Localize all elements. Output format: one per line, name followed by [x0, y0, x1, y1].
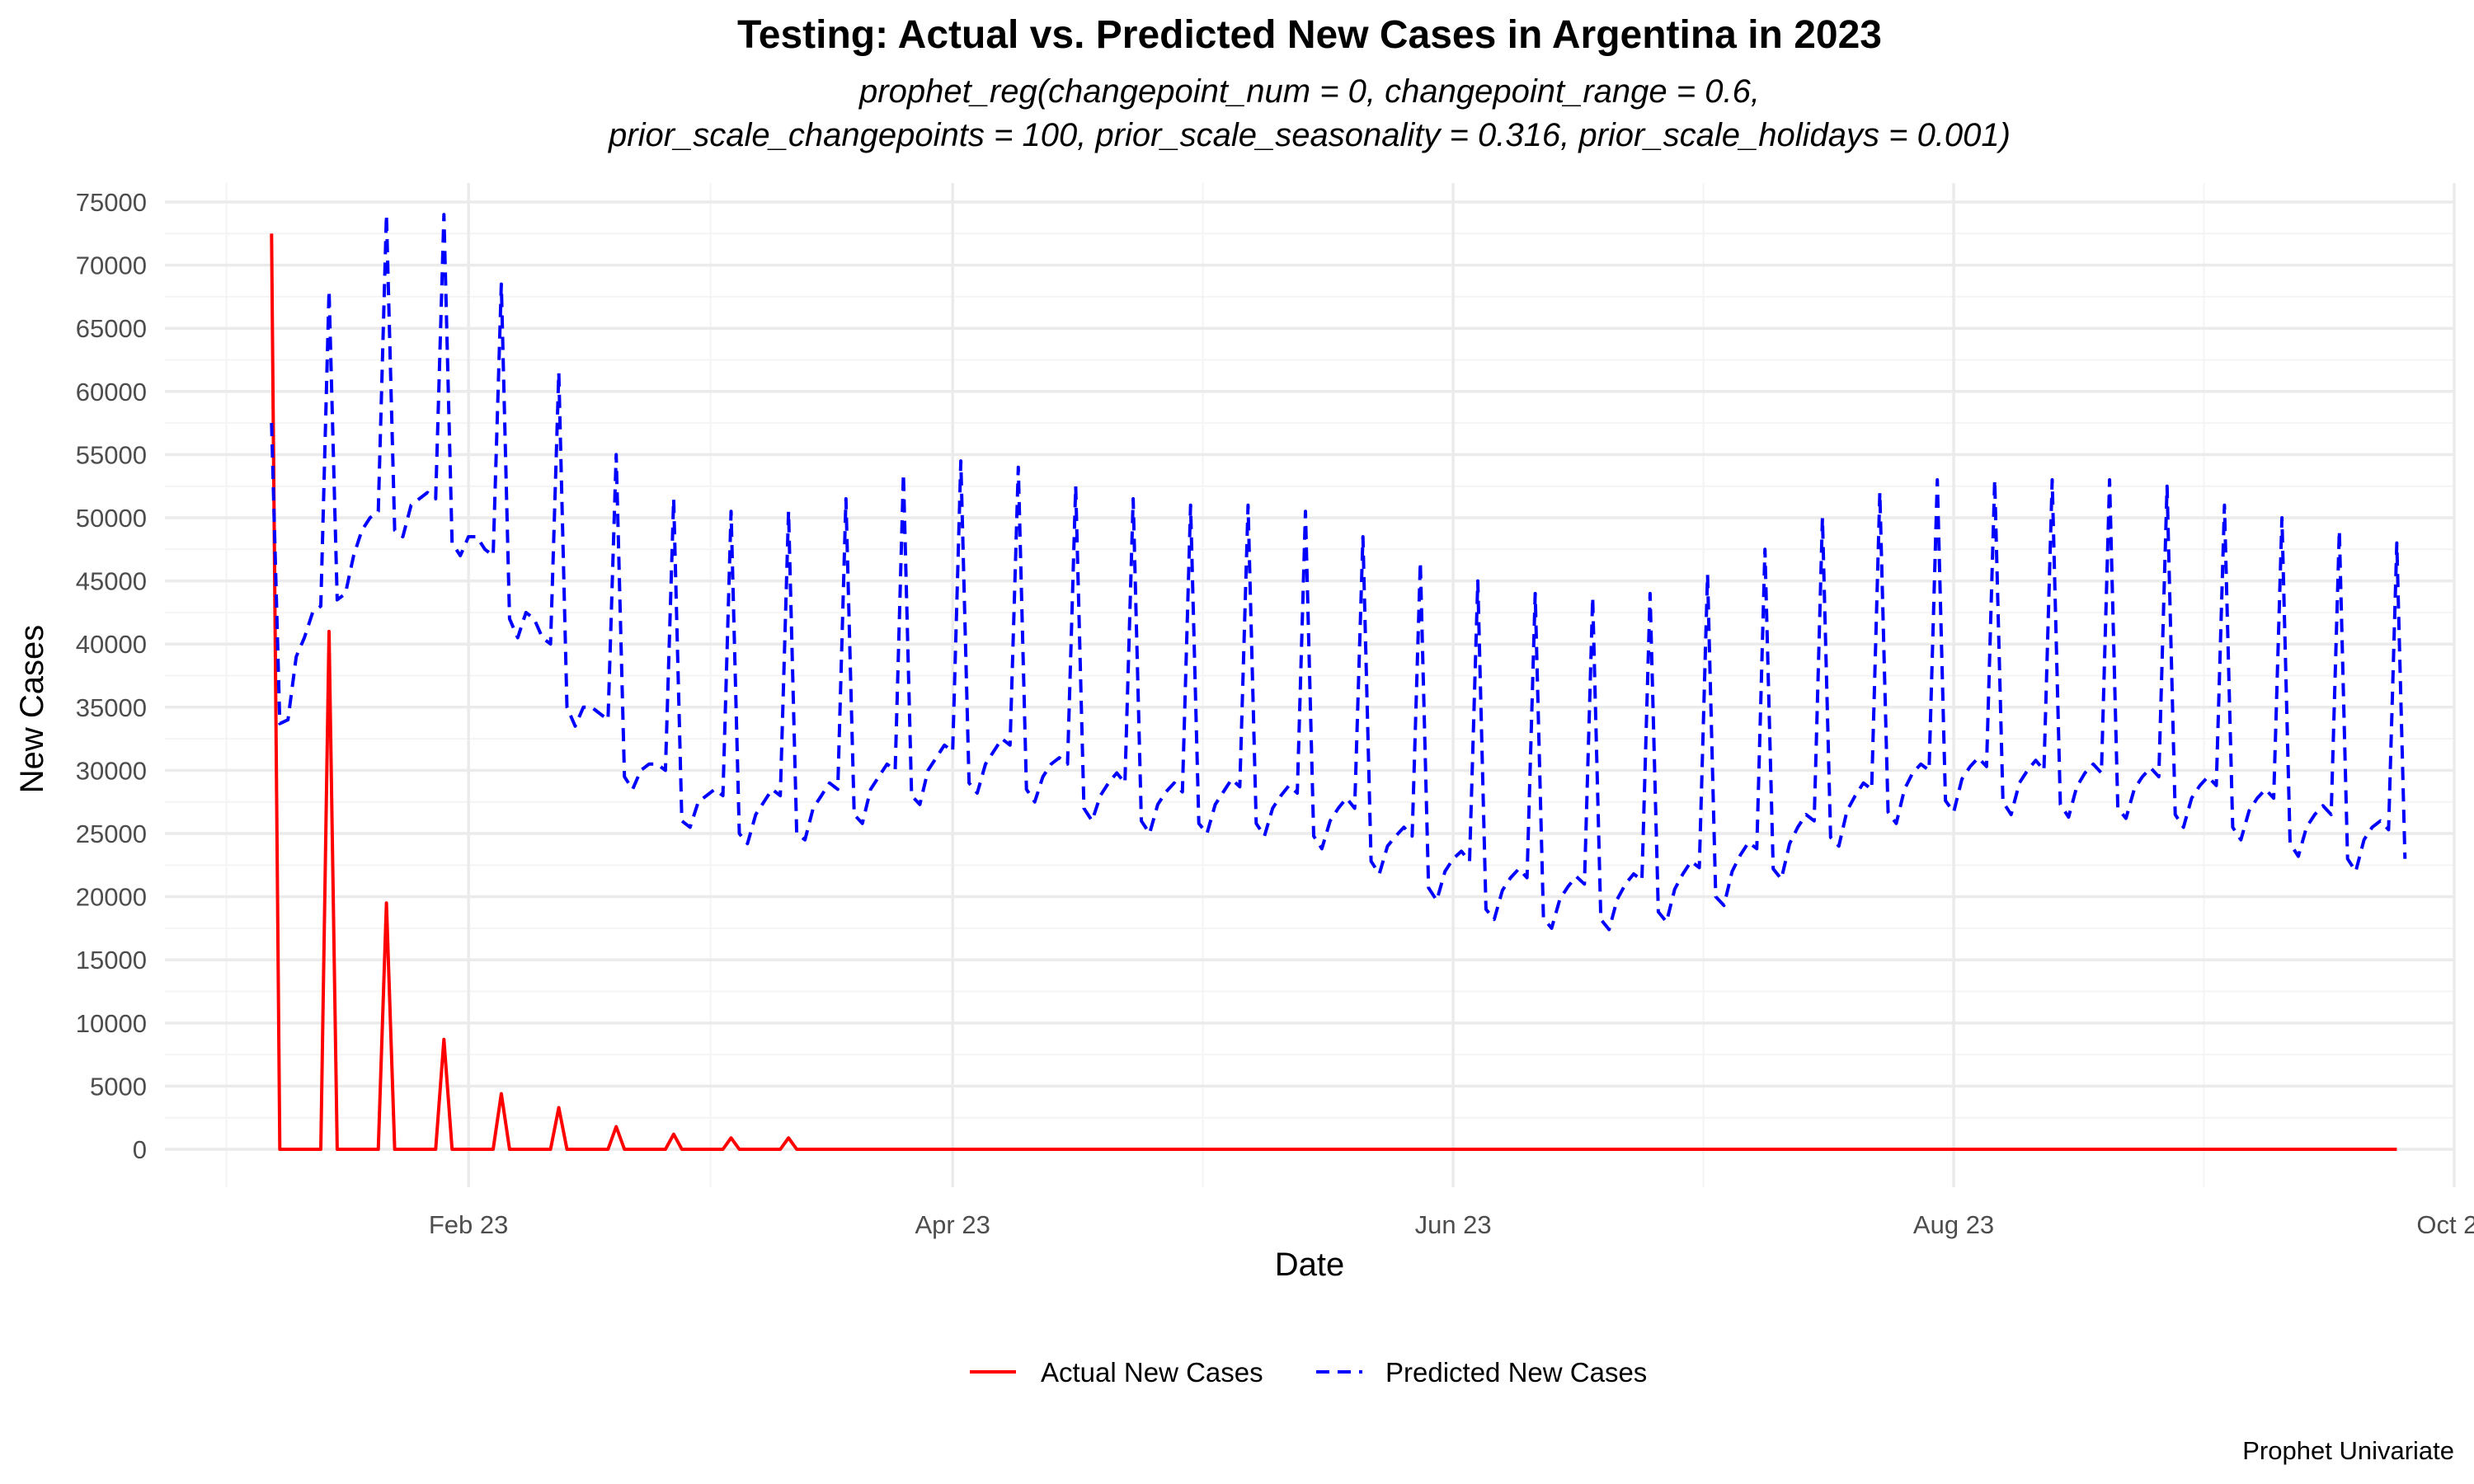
- y-tick-label: 20000: [76, 883, 147, 912]
- x-tick-label: Apr 23: [915, 1210, 990, 1239]
- series-line-predicted: [270, 213, 2407, 932]
- plot-grid: [165, 183, 2456, 1187]
- x-tick-label: Jun 23: [1415, 1210, 1492, 1239]
- y-axis-tick-labels: 0 5000 10000 15000 20000 25000 30000 35000 40000…: [76, 188, 147, 1164]
- y-tick-label: 10000: [76, 1009, 147, 1038]
- y-tick-label: 75000: [76, 188, 147, 217]
- chart-title: Testing: Actual vs. Predicted New Cases …: [737, 13, 1882, 57]
- legend-label-actual: Actual New Cases: [1041, 1357, 1263, 1388]
- legend-label-predicted: Predicted New Cases: [1385, 1357, 1647, 1388]
- y-tick-label: 60000: [76, 378, 147, 406]
- y-tick-label: 0: [133, 1135, 147, 1164]
- y-tick-label: 25000: [76, 819, 147, 848]
- y-tick-label: 15000: [76, 946, 147, 974]
- y-tick-label: 70000: [76, 251, 147, 280]
- x-axis-title: Date: [1275, 1247, 1345, 1283]
- y-tick-label: 65000: [76, 314, 147, 343]
- legend: Actual New Cases Predicted New Cases: [970, 1357, 1647, 1388]
- y-tick-label: 35000: [76, 693, 147, 722]
- x-axis-tick-labels: Feb 23 Apr 23 Jun 23 Aug 23 Oct 23: [429, 1210, 2474, 1239]
- x-tick-label: Aug 23: [1913, 1210, 1994, 1239]
- x-tick-label: Oct 23: [2416, 1210, 2474, 1239]
- y-tick-label: 45000: [76, 567, 147, 596]
- chart-subtitle-line-2: prior_scale_changepoints = 100, prior_sc…: [608, 117, 2011, 153]
- y-tick-label: 55000: [76, 440, 147, 469]
- y-tick-label: 40000: [76, 630, 147, 659]
- chart-subtitle-line-1: prophet_reg(changepoint_num = 0, changep…: [858, 73, 1760, 110]
- y-tick-label: 50000: [76, 504, 147, 533]
- series-line-actual: [270, 233, 2397, 1151]
- series-lines: [270, 213, 2407, 1151]
- x-tick-label: Feb 23: [429, 1210, 509, 1239]
- chart-caption: Prophet Univariate: [2242, 1436, 2454, 1465]
- y-tick-label: 5000: [90, 1072, 147, 1101]
- y-tick-label: 30000: [76, 756, 147, 785]
- y-axis-title: New Cases: [14, 625, 50, 794]
